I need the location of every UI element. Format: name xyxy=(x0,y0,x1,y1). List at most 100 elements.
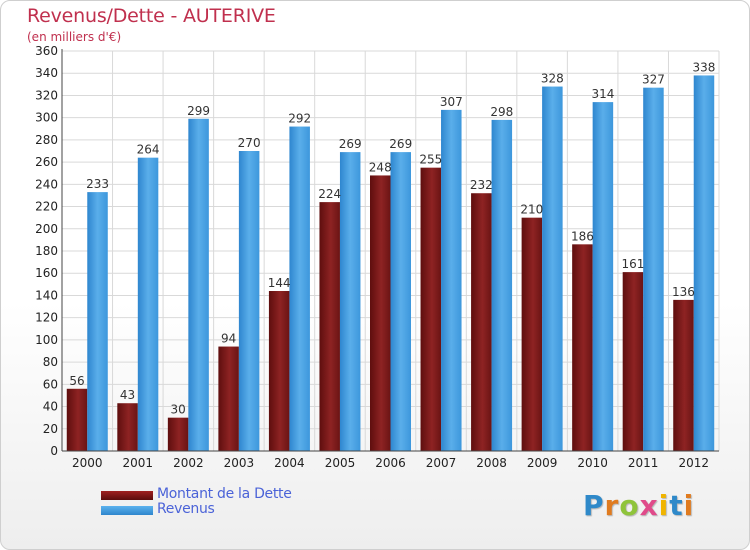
y-tick-label: 340 xyxy=(35,66,58,80)
value-label-dette: 224 xyxy=(318,187,341,201)
y-tick-label: 160 xyxy=(35,266,58,280)
value-label-revenus: 270 xyxy=(238,136,261,150)
logo-letter: i xyxy=(683,489,695,522)
bar-dette xyxy=(673,299,694,451)
value-label-revenus: 233 xyxy=(86,177,109,191)
bar-dette xyxy=(319,202,340,451)
y-tick-label: 140 xyxy=(35,288,58,302)
y-tick-label: 300 xyxy=(35,111,58,125)
value-label-dette: 210 xyxy=(520,203,543,217)
y-tick-label: 240 xyxy=(35,177,58,191)
bar-dette xyxy=(66,388,88,451)
y-tick-label: 60 xyxy=(43,377,58,391)
legend-swatch-revenus xyxy=(101,506,153,515)
value-label-revenus: 269 xyxy=(389,137,412,151)
x-tick-label: 2004 xyxy=(274,456,305,470)
bar-revenus xyxy=(87,192,108,451)
value-label-dette: 186 xyxy=(571,229,594,243)
bar-revenus xyxy=(693,75,715,451)
bars xyxy=(66,75,715,452)
bar-revenus xyxy=(542,86,563,452)
logo-letter: i xyxy=(658,489,670,522)
value-label-revenus: 269 xyxy=(339,137,362,151)
logo-letter: x xyxy=(639,489,659,522)
y-tick-label: 20 xyxy=(43,422,58,436)
bar-dette xyxy=(370,175,391,451)
logo-letter: t xyxy=(669,489,684,522)
x-tick-label: 2011 xyxy=(628,456,659,470)
value-labels: 56 233 43 264 30 299 94 270 144 292 224 269 248 269 25… xyxy=(69,60,715,416)
legend-label-revenus: Revenus xyxy=(157,501,215,517)
y-tick-label: 220 xyxy=(35,200,58,214)
axes: 0 20 40 60 80 100 120 140 160 180 200 220 240 260 280 3… xyxy=(35,44,719,470)
bar-dette xyxy=(218,346,239,451)
y-tick-label: 180 xyxy=(35,244,58,258)
y-tick-label: 200 xyxy=(35,222,58,236)
x-tick-label: 2007 xyxy=(426,456,457,470)
bar-revenus xyxy=(188,118,209,452)
logo-letter: P xyxy=(583,489,605,522)
value-label-dette: 136 xyxy=(672,285,695,299)
value-label-revenus: 292 xyxy=(288,112,311,126)
x-tick-label: 2006 xyxy=(375,456,406,470)
y-tick-label: 80 xyxy=(43,355,58,369)
chart-title: Revenus/Dette - AUTERIVE xyxy=(27,5,276,27)
bar-dette xyxy=(420,167,442,451)
value-label-revenus: 264 xyxy=(137,143,160,157)
bar-revenus xyxy=(441,109,462,451)
logo-letter: r xyxy=(604,489,620,522)
value-label-dette: 30 xyxy=(170,403,185,417)
value-label-revenus: 299 xyxy=(187,104,210,118)
x-tick-label: 2009 xyxy=(527,456,558,470)
bar-revenus xyxy=(491,119,513,451)
value-label-dette: 56 xyxy=(69,374,84,388)
bar-dette xyxy=(521,217,543,451)
y-tick-label: 100 xyxy=(35,333,58,347)
x-tick-label: 2000 xyxy=(72,456,103,470)
logo-letter: o xyxy=(619,489,640,522)
bar-revenus xyxy=(390,152,411,451)
legend-swatch-dette xyxy=(101,491,153,500)
value-label-dette: 43 xyxy=(120,388,135,402)
chart-subtitle: (en milliers d'€) xyxy=(27,30,122,44)
x-tick-label: 2005 xyxy=(325,456,356,470)
bar-dette xyxy=(117,403,138,451)
x-tick-label: 2012 xyxy=(678,456,709,470)
x-tick-label: 2008 xyxy=(476,456,507,470)
value-label-dette: 255 xyxy=(419,153,442,167)
bar-dette xyxy=(268,291,290,451)
value-label-dette: 144 xyxy=(268,276,291,290)
bar-revenus xyxy=(238,151,260,451)
y-tick-label: 360 xyxy=(35,44,58,58)
x-tick-label: 2001 xyxy=(123,456,154,470)
value-label-revenus: 328 xyxy=(541,72,564,86)
bar-revenus xyxy=(643,87,664,452)
value-label-revenus: 314 xyxy=(591,87,614,101)
bar-revenus xyxy=(289,126,310,452)
x-tick-label: 2010 xyxy=(577,456,608,470)
y-tick-label: 260 xyxy=(35,155,58,169)
y-tick-label: 280 xyxy=(35,133,58,147)
bar-revenus xyxy=(592,102,614,451)
value-label-revenus: 298 xyxy=(490,105,513,119)
value-label-dette: 232 xyxy=(470,178,493,192)
bar-revenus xyxy=(339,152,361,451)
value-label-revenus: 307 xyxy=(440,95,463,109)
y-tick-label: 40 xyxy=(43,400,58,414)
value-label-dette: 248 xyxy=(369,160,392,174)
bar-dette xyxy=(167,417,189,451)
y-tick-label: 0 xyxy=(50,444,58,458)
value-label-dette: 94 xyxy=(221,332,236,346)
value-label-revenus: 327 xyxy=(642,73,665,87)
y-tick-label: 120 xyxy=(35,311,58,325)
x-tick-label: 2003 xyxy=(224,456,255,470)
bar-chart: 0 20 40 60 80 100 120 140 160 180 200 220 240 260 280 3… xyxy=(35,44,720,470)
bar-dette xyxy=(471,193,492,451)
bar-revenus xyxy=(137,157,159,451)
value-label-revenus: 338 xyxy=(693,60,716,74)
y-tick-label: 320 xyxy=(35,88,58,102)
value-label-dette: 161 xyxy=(621,257,644,271)
proxiti-logo: Proxiti xyxy=(583,489,694,522)
legend-label-dette: Montant de la Dette xyxy=(157,486,292,502)
